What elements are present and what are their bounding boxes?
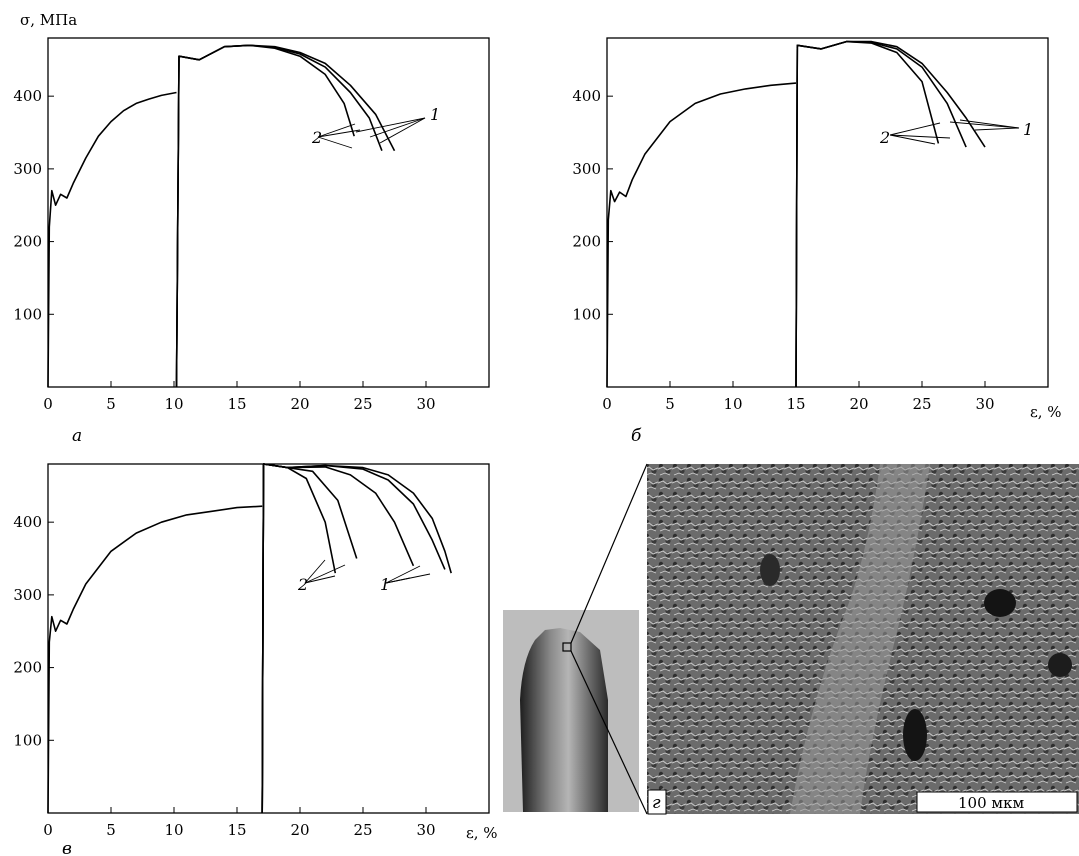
zoom-line-bottom <box>570 650 648 815</box>
y-tick-label: 300 <box>13 160 42 178</box>
annotation-leader <box>317 129 361 138</box>
x-tick-label: 25 <box>353 395 372 413</box>
y-tick-label: 400 <box>572 87 601 105</box>
fractograph-panel: г 100 мкм <box>503 463 1079 815</box>
y-tick-label: 300 <box>572 160 601 178</box>
y-tick-label: 200 <box>13 659 42 677</box>
series-line <box>261 463 358 814</box>
series-line <box>175 44 396 388</box>
series-line <box>47 91 177 388</box>
panel-label: а <box>72 426 82 446</box>
x-tick-label: 0 <box>43 821 53 839</box>
x-tick-label: 25 <box>353 821 372 839</box>
plot-frame <box>47 37 490 388</box>
sem-void <box>1048 653 1072 677</box>
panel-label: в <box>62 839 72 856</box>
y-tick-label: 200 <box>13 233 42 251</box>
x-tick-label: 20 <box>849 395 868 413</box>
y-tick-label: 200 <box>572 233 601 251</box>
scale-bar-box <box>916 791 1078 813</box>
series-line <box>795 40 967 388</box>
plot-frame <box>47 463 490 814</box>
curve-label-1: 1 <box>1023 120 1033 139</box>
x-tick-label: 10 <box>164 821 183 839</box>
annotation-leader <box>304 559 326 584</box>
x-tick-label: 30 <box>975 395 994 413</box>
series-line <box>261 463 415 814</box>
series-line <box>175 44 355 388</box>
photo-label: г <box>652 793 661 813</box>
x-tick-label: 20 <box>290 821 309 839</box>
annotation-leader <box>317 136 353 149</box>
annotation-leader <box>974 127 1020 131</box>
photo-label-box <box>647 789 667 815</box>
annotation-leader <box>379 117 426 144</box>
x-tick-label: 10 <box>723 395 742 413</box>
annotation-leader <box>317 123 356 138</box>
curve-label-1: 1 <box>430 105 440 124</box>
series-line <box>795 40 986 388</box>
y-tick-label: 300 <box>13 586 42 604</box>
plot-frame <box>606 37 1049 388</box>
x-tick-label: 15 <box>786 395 805 413</box>
series-line <box>261 463 452 814</box>
annotation-leader <box>889 122 941 136</box>
annotation-leader <box>949 121 1020 129</box>
y-tick-label: 100 <box>13 305 42 323</box>
x-tick-label: 20 <box>290 395 309 413</box>
annotation-leader <box>889 134 951 139</box>
y-axis-label: σ, МПа <box>20 11 77 29</box>
x-tick-label: 10 <box>164 395 183 413</box>
series-line <box>261 463 337 814</box>
x-tick-label: 25 <box>912 395 931 413</box>
specimen-zoom-marker <box>562 642 572 652</box>
series-line <box>606 82 797 388</box>
sem-void <box>903 709 927 761</box>
y-tick-label: 100 <box>13 731 42 749</box>
sem-void <box>760 554 780 586</box>
curve-label-2: 2 <box>297 575 308 594</box>
x-tick-label: 15 <box>227 821 246 839</box>
x-tick-label: 5 <box>106 821 116 839</box>
x-axis-label-v: ε, % <box>466 824 498 842</box>
y-tick-label: 400 <box>13 87 42 105</box>
chart-panel: 0 5 10 15 20 25 30 100 200 300 400 1 2 а <box>13 37 490 446</box>
x-tick-label: 5 <box>665 395 675 413</box>
chart-panel: 0 5 10 15 20 25 30 100 200 300 400 1 2 б <box>572 37 1049 446</box>
x-tick-label: 5 <box>106 395 116 413</box>
annotation-leader <box>369 117 426 138</box>
annotation-leader <box>959 119 1020 129</box>
x-tick-label: 0 <box>602 395 612 413</box>
scale-bar-label: 100 мкм <box>958 794 1024 812</box>
series-line <box>175 44 383 388</box>
annotation-leader <box>889 134 936 145</box>
x-axis-label-b: ε, % <box>1030 403 1062 421</box>
series-line <box>261 463 446 814</box>
sem-void <box>984 589 1016 617</box>
sem-shear-band <box>790 464 930 814</box>
series-line <box>795 40 940 388</box>
curve-label-1: 1 <box>380 575 390 594</box>
panel-label: б <box>631 426 642 446</box>
x-tick-label: 0 <box>43 395 53 413</box>
x-tick-label: 30 <box>416 395 435 413</box>
curve-label-2: 2 <box>879 128 890 147</box>
annotation-leader <box>385 577 411 584</box>
specimen-photo <box>520 628 608 812</box>
x-tick-label: 15 <box>227 395 246 413</box>
y-tick-label: 100 <box>572 305 601 323</box>
zoom-line-top <box>570 463 648 644</box>
annotation-leader <box>304 564 346 584</box>
x-tick-label: 30 <box>416 821 435 839</box>
annotation-leader <box>304 575 336 584</box>
chart-panel: 0 5 10 15 20 25 30 100 200 300 400 1 2 в <box>13 463 490 856</box>
y-tick-label: 400 <box>13 513 42 531</box>
annotation-leader <box>385 565 421 584</box>
annotation-leader <box>355 117 426 133</box>
curve-label-2: 2 <box>311 128 322 147</box>
series-line <box>47 505 263 814</box>
